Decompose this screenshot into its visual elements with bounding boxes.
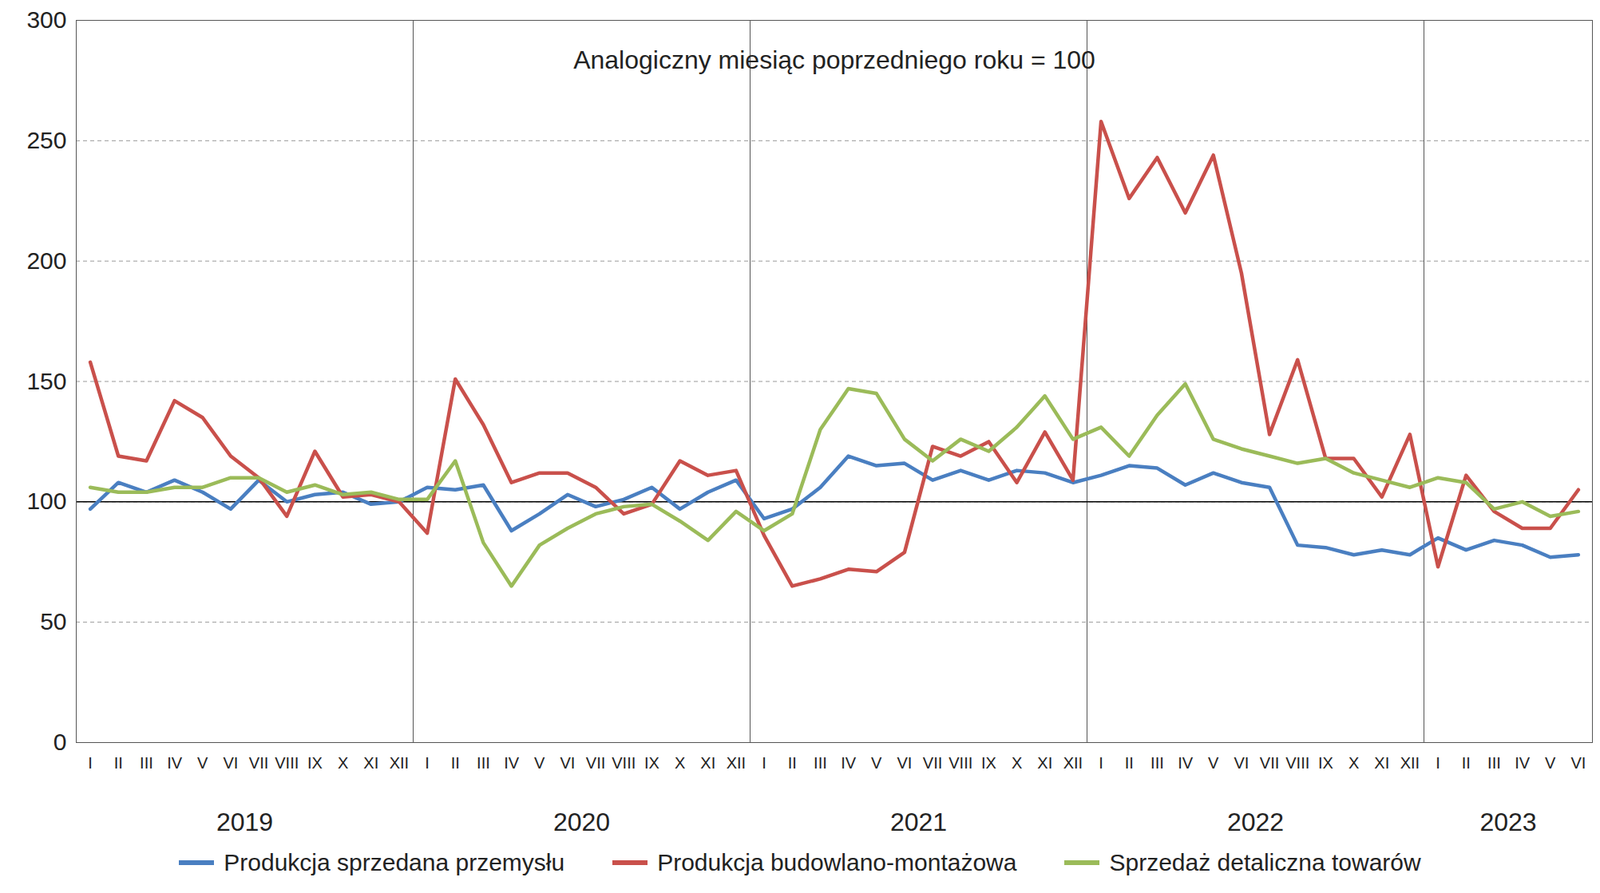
svg-text:IX: IX: [644, 754, 660, 773]
svg-text:V: V: [1207, 754, 1220, 773]
svg-text:XI: XI: [363, 754, 379, 773]
svg-text:VIII: VIII: [1285, 754, 1310, 773]
svg-text:VI: VI: [559, 754, 575, 773]
svg-text:VII: VII: [1259, 754, 1280, 773]
svg-text:150: 150: [26, 368, 67, 395]
svg-text:IV: IV: [1177, 754, 1194, 773]
svg-text:VI: VI: [896, 754, 912, 773]
svg-text:I: I: [1435, 754, 1441, 773]
svg-text:V: V: [197, 754, 209, 773]
svg-text:200: 200: [26, 247, 67, 274]
svg-text:X: X: [674, 754, 686, 773]
svg-text:XI: XI: [700, 754, 716, 773]
svg-text:I: I: [87, 754, 93, 773]
svg-text:VIII: VIII: [611, 754, 636, 773]
svg-text:XII: XII: [1400, 754, 1420, 773]
svg-text:VII: VII: [586, 754, 606, 773]
svg-text:2020: 2020: [553, 807, 610, 837]
svg-text:XI: XI: [1037, 754, 1053, 773]
svg-text:50: 50: [39, 608, 67, 635]
svg-text:IV: IV: [1514, 754, 1531, 773]
svg-text:I: I: [761, 754, 767, 773]
svg-text:II: II: [114, 754, 123, 773]
svg-text:IX: IX: [981, 754, 997, 773]
svg-text:XII: XII: [1063, 754, 1083, 773]
svg-text:VIII: VIII: [274, 754, 299, 773]
html-text:Produkcja budowlano-montażowa: Produkcja budowlano-montażowa: [657, 849, 1017, 876]
svg-text:I: I: [1098, 754, 1104, 773]
svg-text:VI: VI: [1570, 754, 1586, 773]
svg-text:II: II: [788, 754, 797, 773]
html-text:Produkcja sprzedana przemysłu: Produkcja sprzedana przemysłu: [223, 849, 565, 876]
svg-text:IV: IV: [840, 754, 857, 773]
svg-text:2022: 2022: [1227, 807, 1284, 837]
svg-text:Analogiczny miesiąc poprzednie: Analogiczny miesiąc poprzedniego roku = …: [573, 45, 1096, 75]
svg-text:II: II: [1461, 754, 1471, 773]
svg-text:IV: IV: [166, 754, 183, 773]
svg-text:VI: VI: [1233, 754, 1249, 773]
svg-text:V: V: [534, 754, 546, 773]
svg-text:VII: VII: [922, 754, 943, 773]
svg-text:X: X: [337, 754, 349, 773]
svg-text:IX: IX: [307, 754, 323, 773]
svg-text:V: V: [871, 754, 883, 773]
svg-text:VIII: VIII: [948, 754, 973, 773]
svg-text:2021: 2021: [890, 807, 947, 837]
svg-text:I: I: [424, 754, 430, 773]
svg-text:V: V: [1544, 754, 1557, 773]
svg-text:III: III: [139, 754, 154, 773]
svg-text:XI: XI: [1374, 754, 1390, 773]
svg-text:II: II: [1124, 754, 1134, 773]
svg-text:VII: VII: [249, 754, 269, 773]
svg-text:III: III: [813, 754, 828, 773]
svg-text:XII: XII: [726, 754, 746, 773]
svg-text:2023: 2023: [1479, 807, 1537, 837]
svg-text:III: III: [476, 754, 491, 773]
svg-text:III: III: [1487, 754, 1501, 773]
svg-text:II: II: [451, 754, 460, 773]
svg-text:IV: IV: [503, 754, 520, 773]
svg-text:X: X: [1348, 754, 1359, 773]
svg-text:XII: XII: [389, 754, 409, 773]
svg-text:300: 300: [26, 6, 67, 33]
svg-text:100: 100: [26, 487, 67, 515]
svg-text:VI: VI: [222, 754, 238, 773]
svg-text:IX: IX: [1318, 754, 1334, 773]
html-text:Sprzedaż detaliczna towarów: Sprzedaż detaliczna towarów: [1109, 849, 1421, 876]
svg-text:0: 0: [53, 728, 68, 756]
svg-text:III: III: [1150, 754, 1165, 773]
svg-text:250: 250: [26, 126, 67, 154]
svg-text:2019: 2019: [216, 807, 274, 837]
svg-text:X: X: [1011, 754, 1022, 773]
